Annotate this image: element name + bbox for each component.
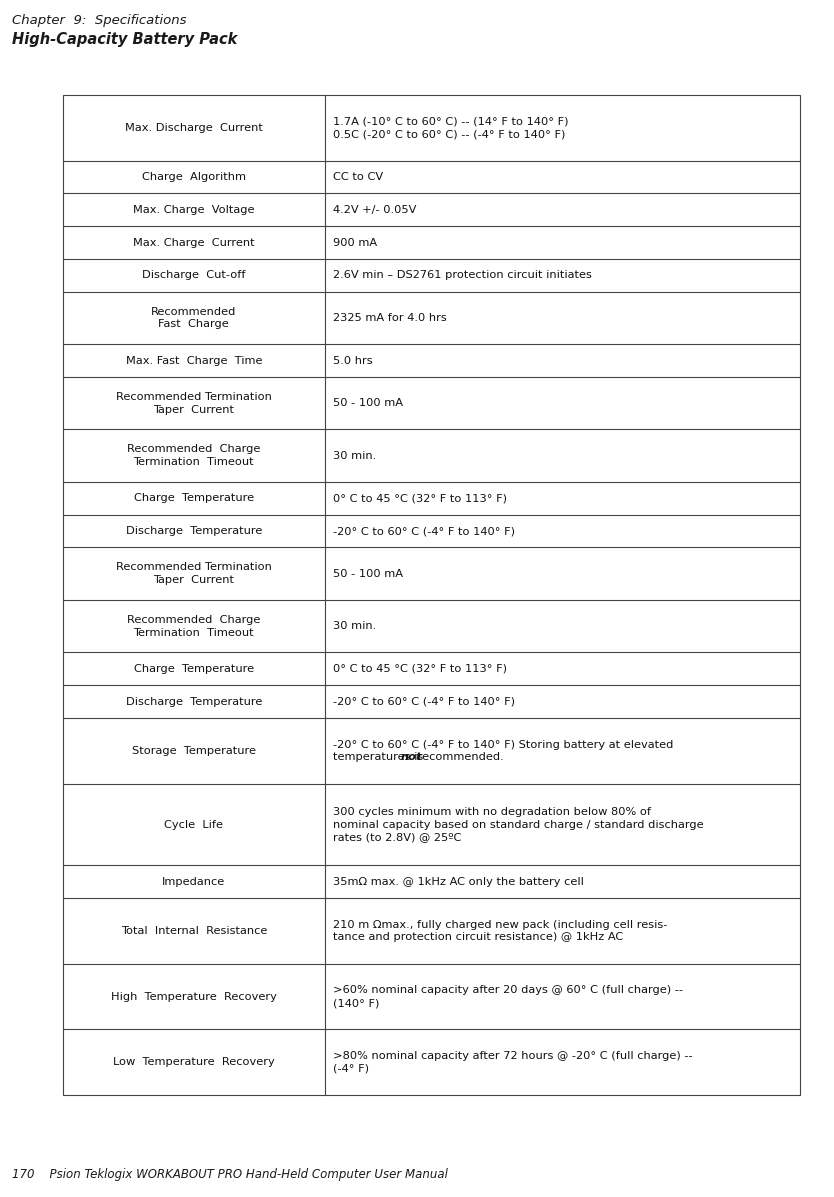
Text: Total  Internal  Resistance: Total Internal Resistance — [121, 926, 267, 936]
Text: 1.7A (-10° C to 60° C) -- (14° F to 140° F)
0.5C (-20° C to 60° C) -- (-4° F to : 1.7A (-10° C to 60° C) -- (14° F to 140°… — [333, 116, 568, 139]
Text: 5.0 hrs: 5.0 hrs — [333, 356, 372, 365]
Text: Discharge  Temperature: Discharge Temperature — [126, 525, 262, 536]
Text: Max. Discharge  Current: Max. Discharge Current — [125, 123, 263, 133]
Text: Max. Charge  Current: Max. Charge Current — [133, 237, 254, 248]
Text: 30 min.: 30 min. — [333, 621, 376, 631]
Text: Max. Fast  Charge  Time: Max. Fast Charge Time — [126, 356, 262, 365]
Text: Charge  Algorithm: Charge Algorithm — [142, 172, 246, 182]
Text: 300 cycles minimum with no degradation below 80% of
nominal capacity based on st: 300 cycles minimum with no degradation b… — [333, 807, 703, 843]
Text: >80% nominal capacity after 72 hours @ -20° C (full charge) --
(-4° F): >80% nominal capacity after 72 hours @ -… — [333, 1051, 692, 1074]
Text: Max. Charge  Voltage: Max. Charge Voltage — [133, 205, 254, 214]
Text: 4.2V +/- 0.05V: 4.2V +/- 0.05V — [333, 205, 416, 214]
Text: -20° C to 60° C (-4° F to 140° F) Storing battery at elevated: -20° C to 60° C (-4° F to 140° F) Storin… — [333, 740, 673, 749]
Text: 0° C to 45 °C (32° F to 113° F): 0° C to 45 °C (32° F to 113° F) — [333, 664, 506, 674]
Text: 2.6V min – DS2761 protection circuit initiates: 2.6V min – DS2761 protection circuit ini… — [333, 271, 591, 280]
Text: Low  Temperature  Recovery: Low Temperature Recovery — [113, 1057, 274, 1068]
Text: Recommended Termination
Taper  Current: Recommended Termination Taper Current — [116, 563, 272, 585]
Text: 900 mA: 900 mA — [333, 237, 377, 248]
Text: recommended.: recommended. — [414, 752, 504, 761]
Text: 2325 mA for 4.0 hrs: 2325 mA for 4.0 hrs — [333, 312, 446, 323]
Text: 50 - 100 mA: 50 - 100 mA — [333, 399, 403, 408]
Bar — [63, 95, 800, 1095]
Text: 30 min.: 30 min. — [333, 450, 376, 461]
Text: CC to CV: CC to CV — [333, 172, 383, 182]
Text: 35mΩ max. @ 1kHz AC only the battery cell: 35mΩ max. @ 1kHz AC only the battery cel… — [333, 877, 584, 887]
Text: 210 m Ωmax., fully charged new pack (including cell resis-
tance and protection : 210 m Ωmax., fully charged new pack (inc… — [333, 919, 667, 942]
Text: Recommended
Fast  Charge: Recommended Fast Charge — [151, 306, 237, 329]
Text: not: not — [401, 752, 422, 761]
Text: 170    Psion Teklogix WORKABOUT PRO Hand-Held Computer User Manual: 170 Psion Teklogix WORKABOUT PRO Hand-He… — [12, 1168, 448, 1181]
Text: temperatures is: temperatures is — [333, 752, 426, 761]
Text: Recommended  Charge
Termination  Timeout: Recommended Charge Termination Timeout — [127, 444, 260, 467]
Text: 0° C to 45 °C (32° F to 113° F): 0° C to 45 °C (32° F to 113° F) — [333, 493, 506, 503]
Text: Recommended Termination
Taper  Current: Recommended Termination Taper Current — [116, 391, 272, 414]
Text: Impedance: Impedance — [162, 877, 225, 887]
Text: Storage  Temperature: Storage Temperature — [132, 746, 256, 755]
Text: 50 - 100 mA: 50 - 100 mA — [333, 569, 403, 578]
Text: Cycle  Life: Cycle Life — [164, 820, 224, 830]
Text: High-Capacity Battery Pack: High-Capacity Battery Pack — [12, 32, 238, 47]
Text: Discharge  Cut-off: Discharge Cut-off — [142, 271, 245, 280]
Text: Recommended  Charge
Termination  Timeout: Recommended Charge Termination Timeout — [127, 615, 260, 638]
Text: Discharge  Temperature: Discharge Temperature — [126, 697, 262, 706]
Text: High  Temperature  Recovery: High Temperature Recovery — [111, 991, 277, 1002]
Text: Chapter  9:  Specifications: Chapter 9: Specifications — [12, 14, 187, 28]
Text: >60% nominal capacity after 20 days @ 60° C (full charge) --
(140° F): >60% nominal capacity after 20 days @ 60… — [333, 985, 683, 1008]
Text: Charge  Temperature: Charge Temperature — [133, 664, 254, 674]
Text: -20° C to 60° C (-4° F to 140° F): -20° C to 60° C (-4° F to 140° F) — [333, 697, 515, 706]
Text: Charge  Temperature: Charge Temperature — [133, 493, 254, 503]
Text: -20° C to 60° C (-4° F to 140° F): -20° C to 60° C (-4° F to 140° F) — [333, 525, 515, 536]
